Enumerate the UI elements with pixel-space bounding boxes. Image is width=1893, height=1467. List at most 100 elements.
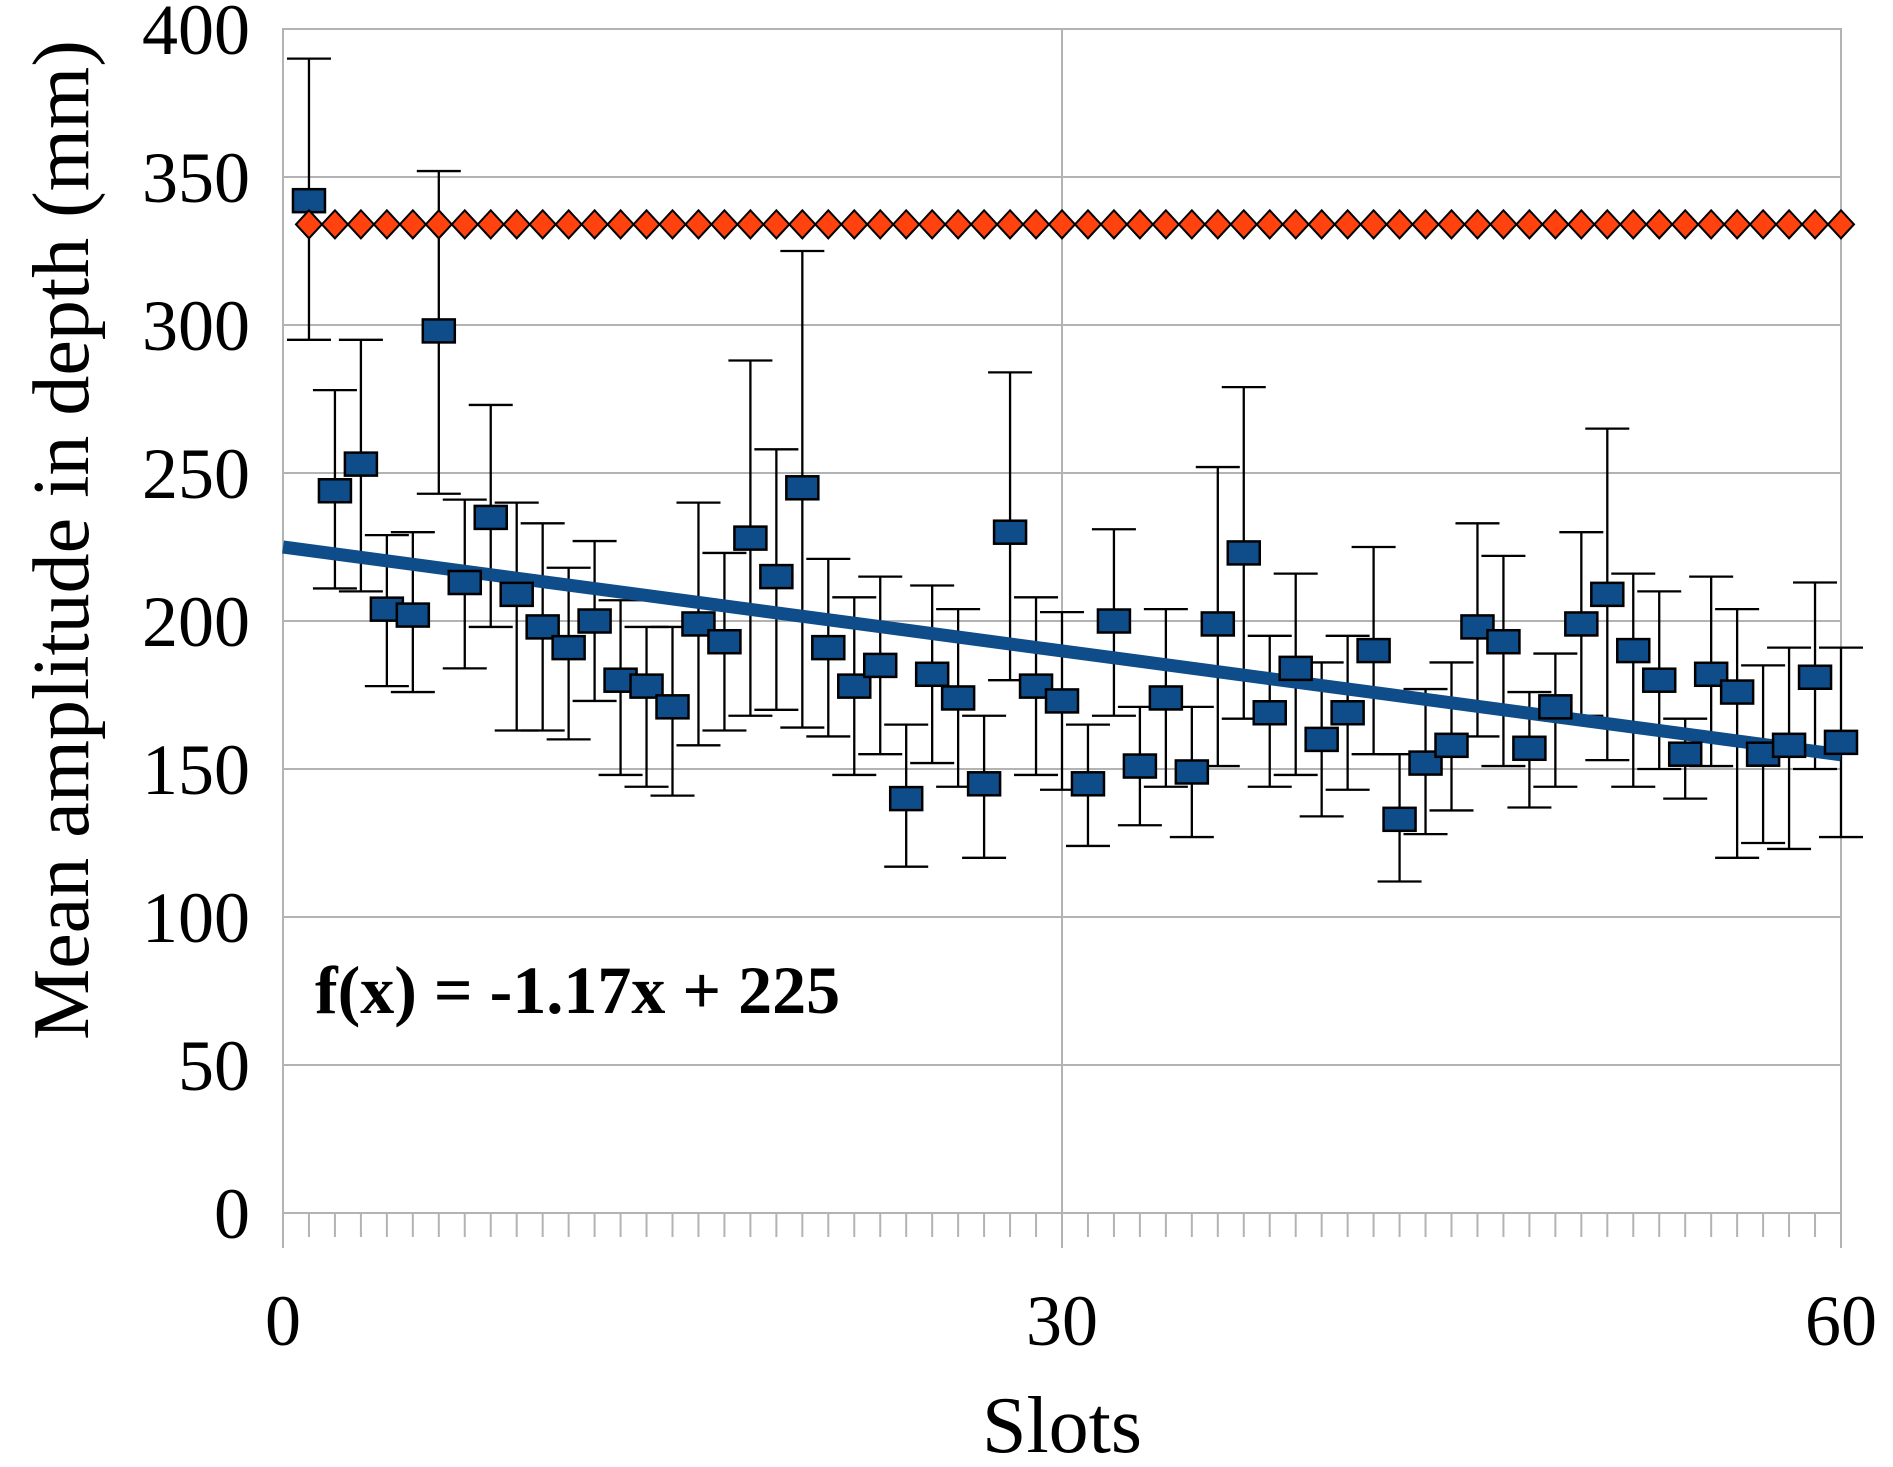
- square-markers-group: [291, 187, 1859, 833]
- data-point-square-slot-48: [1512, 735, 1547, 762]
- reference-diamond-slot-45: [1437, 208, 1466, 240]
- reference-diamond-slot-8: [476, 208, 506, 240]
- reference-diamond-slot-57: [1748, 208, 1778, 240]
- reference-diamond-slot-14: [632, 208, 661, 240]
- data-point-square-slot-35: [1174, 759, 1210, 785]
- data-point-square-slot-31: [1070, 771, 1106, 797]
- reference-diamond-slot-58: [1774, 208, 1804, 240]
- reference-diamond-slot-23: [865, 208, 895, 240]
- data-point-square-slot-21: [811, 634, 846, 661]
- reference-diamond-slot-4: [372, 208, 402, 240]
- reference-diamond-slot-1: [294, 208, 324, 240]
- reference-diamond-slot-42: [1359, 208, 1388, 240]
- data-point-square-slot-44: [1408, 750, 1443, 776]
- data-point-square-slot-18: [733, 525, 768, 551]
- y-tick-label-350: 350: [142, 138, 250, 218]
- reference-diamond-slot-18: [736, 208, 765, 240]
- data-point-square-slot-8: [473, 504, 508, 531]
- reference-diamond-slot-11: [554, 208, 583, 240]
- reference-diamond-slot-3: [346, 208, 376, 240]
- error-bars-group: [286, 57, 1863, 883]
- data-point-square-slot-51: [1590, 581, 1625, 608]
- data-point-square-slot-56: [1719, 679, 1755, 705]
- reference-diamond-slot-9: [502, 208, 532, 240]
- reference-diamond-slot-6: [424, 208, 454, 240]
- data-point-square-slot-49: [1538, 694, 1573, 720]
- data-point-square-slot-43: [1382, 806, 1417, 833]
- data-point-square-slot-28: [992, 519, 1028, 545]
- reference-diamond-slot-10: [528, 208, 558, 240]
- y-axis-title: Mean amplitude in depth (mm): [18, 40, 106, 1040]
- reference-diamond-slot-59: [1800, 208, 1830, 240]
- data-point-square-slot-60: [1823, 729, 1859, 756]
- data-point-square-slot-11: [551, 634, 586, 661]
- reference-diamond-slot-15: [658, 208, 687, 240]
- data-point-square-slot-5: [395, 602, 431, 628]
- reference-diamond-slot-32: [1099, 208, 1129, 240]
- trend-line: [282, 540, 1842, 762]
- data-point-square-slot-37: [1226, 540, 1262, 566]
- x-tick-label-30: 30: [1026, 1281, 1098, 1361]
- reference-diamond-slot-37: [1229, 208, 1259, 240]
- data-point-square-slot-30: [1044, 688, 1080, 714]
- reference-diamond-slot-20: [787, 208, 817, 240]
- data-point-square-slot-20: [785, 475, 820, 501]
- data-point-square-slot-9: [499, 581, 534, 608]
- data-point-square-slot-38: [1252, 700, 1287, 726]
- reference-diamond-slot-26: [943, 208, 973, 240]
- y-tick-labels-group: 0 50 100 150 200 250 300 350 400: [142, 0, 250, 1254]
- data-point-square-slot-55: [1693, 661, 1729, 688]
- y-tick-label-300: 300: [142, 286, 250, 366]
- y-tick-label-400: 400: [142, 0, 250, 70]
- data-point-square-slot-33: [1122, 753, 1158, 779]
- trendline-equation-label: f(x) = -1.17x + 225: [315, 952, 840, 1028]
- reference-diamond-slot-54: [1670, 208, 1700, 240]
- reference-diamond-slot-25: [917, 208, 947, 240]
- reference-diamond-slot-19: [762, 208, 791, 240]
- data-point-square-slot-36: [1200, 611, 1236, 637]
- data-point-square-slot-29: [1018, 673, 1054, 699]
- y-tick-label-250: 250: [142, 434, 250, 514]
- data-point-square-slot-50: [1564, 611, 1599, 637]
- reference-diamond-slot-29: [1021, 208, 1051, 240]
- x-axis-title: Slots: [982, 1382, 1142, 1467]
- data-point-square-slot-47: [1486, 628, 1521, 655]
- reference-diamond-slot-52: [1618, 208, 1648, 240]
- data-point-square-slot-26: [940, 685, 976, 711]
- x-tick-label-60: 60: [1805, 1281, 1877, 1361]
- reference-diamond-slot-48: [1515, 208, 1544, 240]
- reference-diamond-slot-43: [1385, 208, 1414, 240]
- data-point-square-slot-41: [1330, 700, 1365, 726]
- data-point-square-slot-19: [759, 563, 794, 590]
- data-point-square-slot-27: [966, 771, 1002, 797]
- data-point-square-slot-16: [681, 611, 716, 637]
- data-point-square-slot-40: [1304, 726, 1339, 753]
- reference-diamond-slot-12: [580, 208, 609, 240]
- x-tick-label-0: 0: [265, 1281, 301, 1361]
- reference-diamond-slot-36: [1203, 208, 1233, 240]
- data-point-square-slot-34: [1148, 685, 1184, 711]
- reference-diamond-slot-24: [891, 208, 921, 240]
- diamond-markers-group: [294, 208, 1856, 240]
- data-point-square-slot-42: [1356, 637, 1391, 664]
- reference-diamond-slot-13: [606, 208, 635, 240]
- data-point-square-slot-23: [862, 652, 898, 679]
- data-point-square-slot-3: [343, 451, 379, 477]
- x-tick-labels-group: 0 30 60: [265, 1281, 1877, 1361]
- x-axis-ticks-group: [282, 1213, 1842, 1248]
- data-point-square-slot-25: [914, 661, 950, 688]
- data-point-square-slot-52: [1616, 637, 1651, 664]
- reference-diamond-slot-50: [1566, 208, 1596, 240]
- y-tick-label-0: 0: [214, 1174, 250, 1254]
- reference-diamond-slot-28: [995, 208, 1025, 240]
- data-point-square-slot-54: [1667, 741, 1703, 767]
- data-point-square-slot-6: [421, 318, 457, 344]
- reference-diamond-slot-17: [710, 208, 739, 240]
- y-tick-label-200: 200: [142, 582, 250, 662]
- data-point-square-slot-53: [1641, 667, 1677, 693]
- reference-diamond-slot-22: [839, 208, 869, 240]
- data-point-square-slot-7: [447, 569, 483, 596]
- reference-diamond-slot-16: [684, 208, 713, 240]
